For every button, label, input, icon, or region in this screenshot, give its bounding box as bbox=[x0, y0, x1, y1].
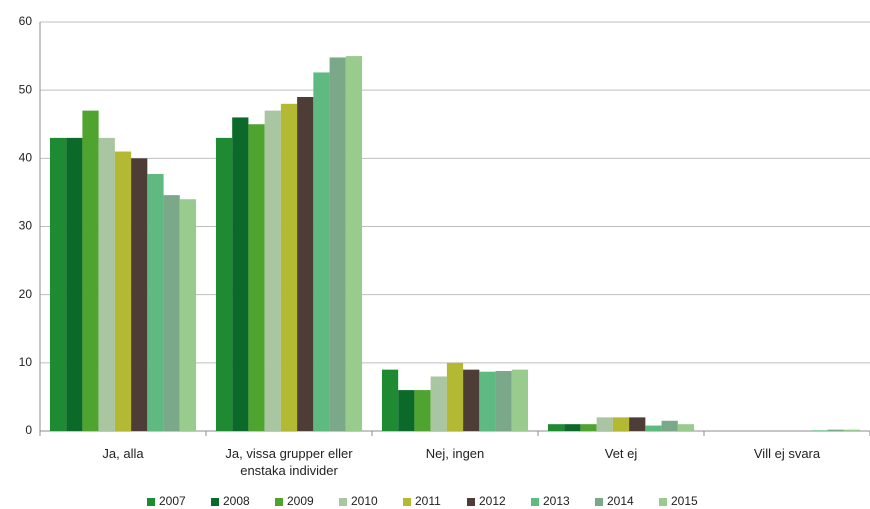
y-tick-label: 10 bbox=[19, 355, 33, 369]
y-tick-label: 50 bbox=[19, 82, 33, 96]
bar bbox=[547, 424, 565, 431]
bar bbox=[414, 390, 431, 431]
bar bbox=[297, 96, 314, 431]
bar bbox=[596, 417, 613, 431]
bar bbox=[495, 371, 512, 431]
legend-label: 2008 bbox=[223, 494, 250, 508]
bar bbox=[49, 137, 67, 431]
x-tick-label: Nej, ingen bbox=[425, 446, 485, 461]
bar bbox=[147, 174, 164, 432]
bar bbox=[248, 124, 265, 431]
bar bbox=[843, 429, 861, 431]
legend-label: 2007 bbox=[159, 494, 186, 508]
bar bbox=[163, 195, 180, 431]
bar bbox=[66, 137, 83, 431]
bar bbox=[479, 371, 496, 431]
bar bbox=[811, 430, 828, 431]
legend-swatch bbox=[403, 498, 411, 506]
bar bbox=[82, 110, 99, 431]
legend-swatch bbox=[467, 498, 475, 506]
bar bbox=[629, 417, 646, 431]
legend-label: 2014 bbox=[607, 494, 634, 508]
bar bbox=[131, 158, 148, 432]
legend-swatch bbox=[339, 498, 347, 506]
legend-swatch bbox=[595, 498, 603, 506]
bar bbox=[114, 151, 132, 431]
bar bbox=[580, 424, 597, 431]
bar bbox=[511, 369, 529, 431]
bar bbox=[313, 72, 330, 432]
bar bbox=[612, 417, 630, 431]
y-tick-label: 30 bbox=[19, 219, 33, 233]
bar bbox=[446, 362, 464, 431]
bar bbox=[827, 429, 844, 431]
bar bbox=[645, 425, 662, 431]
bar bbox=[264, 110, 281, 431]
y-tick-label: 60 bbox=[19, 14, 33, 28]
legend-swatch bbox=[659, 498, 667, 506]
bar bbox=[381, 369, 399, 431]
bar bbox=[661, 420, 678, 431]
legend-label: 2009 bbox=[287, 494, 314, 508]
legend-swatch bbox=[275, 498, 283, 506]
legend-swatch bbox=[211, 498, 219, 506]
bar bbox=[463, 369, 480, 431]
bar bbox=[179, 199, 197, 431]
x-tick-label: Ja, alla bbox=[102, 446, 144, 461]
bar bbox=[564, 424, 581, 431]
bar bbox=[98, 137, 115, 431]
bar bbox=[280, 103, 298, 432]
bar bbox=[215, 137, 233, 431]
x-tick-label: Vill ej svara bbox=[753, 446, 821, 461]
bar bbox=[232, 117, 249, 431]
legend-swatch bbox=[531, 498, 539, 506]
bar bbox=[677, 424, 695, 431]
legend-label: 2012 bbox=[479, 494, 506, 508]
x-tick-label: Vet ej bbox=[604, 446, 638, 461]
legend-label: 2011 bbox=[415, 494, 441, 508]
y-tick-label: 0 bbox=[25, 423, 32, 437]
y-tick-label: 20 bbox=[19, 287, 33, 301]
bar bbox=[398, 390, 415, 431]
legend-label: 2015 bbox=[671, 494, 698, 508]
legend-swatch bbox=[147, 498, 155, 506]
legend-label: 2010 bbox=[351, 494, 378, 508]
bar bbox=[345, 56, 363, 431]
bar bbox=[430, 376, 447, 431]
x-tick-label: Ja, vissa grupper eller enstaka individe… bbox=[225, 446, 353, 478]
legend-label: 2013 bbox=[543, 494, 570, 508]
bar bbox=[329, 57, 346, 432]
y-tick-label: 40 bbox=[19, 151, 33, 165]
